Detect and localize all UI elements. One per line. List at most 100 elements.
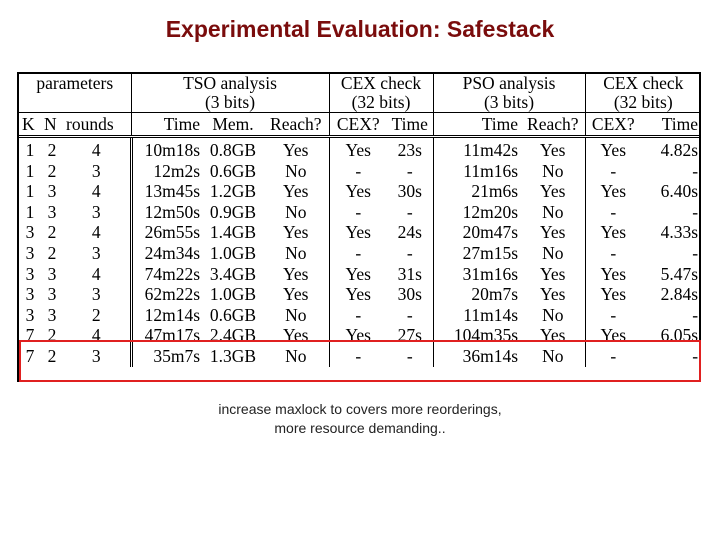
table-cell: 2 [47,222,57,243]
table-cell: 1.0GB [209,242,257,263]
column-header: Mem. [203,112,264,138]
table-row: 3 3 3 62m22s 1.0GB Yes Yes 30s 20m7s Yes Yes 2.84s [19,284,701,305]
table-cell: 3 [91,242,101,263]
table-row: 3 2 4 26m55s 1.4GB Yes Yes 24s 20m47s Yes Yes 4.33s [19,222,701,243]
table-cell: 24m34s [129,242,204,264]
table-cell: - [328,304,388,326]
table-cell: Yes [584,181,642,202]
table-cell: No [285,304,307,325]
table-cell: - [406,345,413,366]
table-cell: 4.82s [660,140,699,160]
table-cell: - [692,304,699,325]
table-cell: No [542,242,564,263]
table-cell: 2 [47,345,57,366]
table-row: 1 3 4 13m45s 1.2GB Yes Yes 30s 21m6s Yes Yes 6.40s [19,181,701,202]
column-header: Reach? [263,112,330,138]
table-cell: 27m15s [432,242,522,264]
table-cell: 3 [25,242,35,263]
table-cell: 12m20s [432,201,522,223]
table-cell: Yes [540,140,566,160]
table-cell: Yes [328,181,388,202]
column-header: Time [641,112,702,138]
table-cell: 31s [397,263,422,284]
table-cell: Yes [328,263,388,285]
table-cell: 3 [91,284,101,305]
header-parameters: parameters [36,73,114,93]
table-cell: 26m55s [129,222,204,243]
table-cell: 1 [25,160,35,181]
table-cell: Yes [584,325,642,346]
table-cell: Yes [540,325,566,346]
caption: increase maxlock to covers more reorderi… [0,400,720,438]
table-cell: 4.33s [660,222,699,243]
table-cell: Yes [328,284,388,305]
table-cell: 7 [25,345,35,366]
table-cell: 7 [25,325,35,346]
table-cell: 12m14s [129,304,204,326]
table-cell: Yes [283,263,309,284]
table-cell: Yes [540,284,566,305]
table-cell: - [406,201,413,222]
table-cell: 4 [91,181,101,202]
table-cell: 3 [91,201,101,222]
results-table: parameters TSO analysis CEX check PSO an… [19,73,702,367]
table-cell: 104m35s [432,325,522,346]
table-cell: - [584,345,642,367]
table-cell: No [542,304,564,325]
table-cell: 3 [25,284,35,305]
table-cell: 4 [91,140,101,160]
table-cell: 20m7s [432,284,522,305]
table-cell: 0.6GB [209,160,257,181]
table-cell: 3 [47,263,57,284]
table-cell: No [542,345,564,366]
table-cell: 36m14s [432,345,522,367]
column-header: CEX? [328,112,388,138]
table-cell: - [692,242,699,263]
table-cell: - [584,201,642,223]
table-cell: 4 [91,325,101,346]
table-cell: 30s [397,181,422,202]
table-cell: 12m50s [129,201,204,223]
table-cell: - [406,160,413,181]
table-cell: 3 [25,263,35,284]
table-cell: 20m47s [432,222,522,243]
table-cell: 0.6GB [209,304,257,325]
table-cell: Yes [584,222,642,243]
header-pso-cex-bits: (32 bits) [584,93,702,113]
table-cell: Yes [283,222,309,243]
table-cell: 1.2GB [209,181,257,202]
table-cell: - [692,345,699,366]
column-header: Time [387,112,434,138]
table-cell: 1 [25,201,35,222]
table-row: 1 2 4 10m18s 0.8GB Yes Yes 23s 11m42s Yes Yes 4.82s [19,136,701,161]
table-cell: 35m7s [129,345,204,367]
table-cell: - [328,201,388,223]
header-pso-bits: (3 bits) [432,93,586,113]
table-cell: 4 [91,222,101,243]
table-cell: 2 [47,140,57,160]
table-row: 7 2 4 47m17s 2.4GB Yes Yes 27s 104m35s Yes Yes 6.05… [19,325,701,346]
column-header: rounds [63,112,132,138]
table-cell: Yes [540,222,566,243]
table-cell: Yes [328,222,388,243]
table-cell: 12m2s [129,160,204,182]
column-header: CEX? [584,112,642,138]
header-tso-cex-bits: (32 bits) [328,93,434,113]
table-cell: Yes [584,136,642,161]
table-cell: - [584,242,642,264]
header-pso-analysis: PSO analysis [432,74,586,93]
table-cell: 10m18s [129,136,204,161]
table-cell: Yes [328,325,388,346]
table-cell: 2.84s [660,284,699,305]
table-cell: 3 [47,304,57,325]
table-cell: No [285,201,307,222]
table-cell: 1.4GB [209,222,257,243]
column-header: K [19,112,41,138]
table-cell: - [328,242,388,264]
table-cell: Yes [584,284,642,305]
table-cell: Yes [283,284,309,305]
table-cell: 4 [91,263,101,284]
table-cell: 21m6s [432,181,522,202]
table-cell: 30s [397,284,422,305]
caption-line-2: more resource demanding.. [274,420,446,436]
